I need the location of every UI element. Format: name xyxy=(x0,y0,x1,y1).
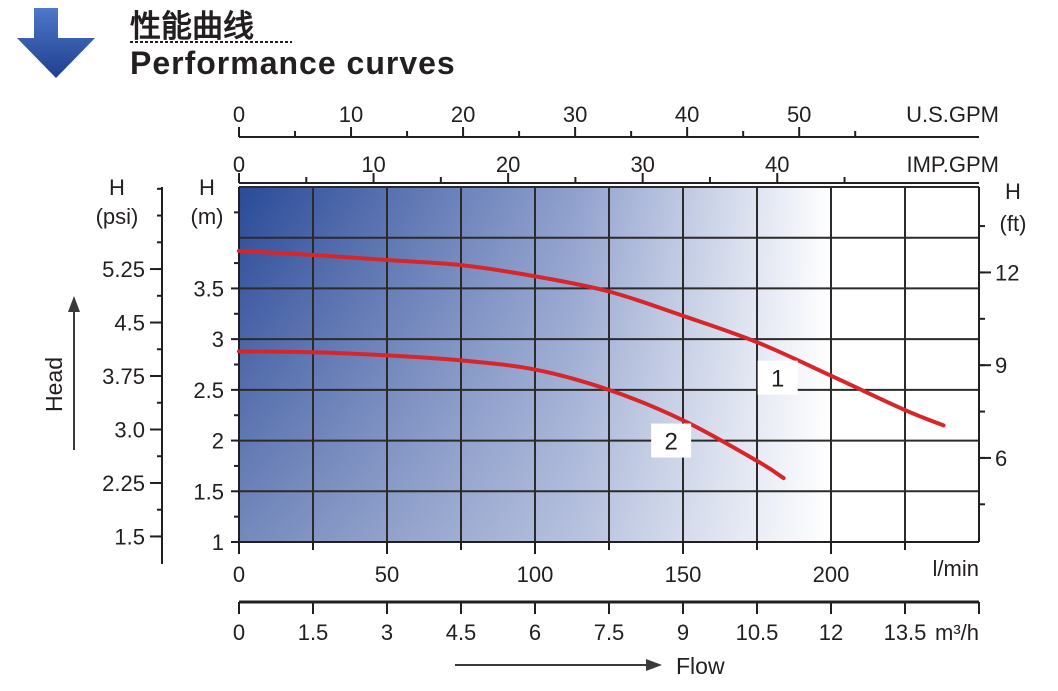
curve-label-box xyxy=(651,423,692,458)
y-m-tick-label: 2 xyxy=(212,429,224,454)
y-psi-tick-label: 5.25 xyxy=(102,257,145,282)
x-m3h-tick-label: 9 xyxy=(677,620,689,645)
y-axis-label: Head xyxy=(41,357,67,412)
curve-labels: 12 xyxy=(651,360,798,458)
x-impgpm-tick-label: 20 xyxy=(496,152,520,177)
y-psi-tick-label: 3.0 xyxy=(114,417,145,442)
y-ft-tick-label: 12 xyxy=(995,260,1019,285)
x-impgpm-unit-label: IMP.GPM xyxy=(906,152,999,177)
x-usgpm-tick-label: 50 xyxy=(787,102,811,127)
y-psi-label-top: H xyxy=(109,175,125,200)
down-arrow-icon xyxy=(17,8,95,78)
y-psi-label-unit: (psi) xyxy=(96,204,139,229)
curve-1 xyxy=(237,248,946,428)
x-m3h-tick-label: 1.5 xyxy=(298,620,329,645)
y-m-tick-label: 3.5 xyxy=(193,276,224,301)
y-m-tick-label: 1.5 xyxy=(193,479,224,504)
x-m3h-unit-label: m³/h xyxy=(935,620,979,645)
curve-label-2: 2 xyxy=(664,429,677,456)
x-lmin-tick-label: 200 xyxy=(813,562,850,587)
x-impgpm-tick-label: 10 xyxy=(361,152,385,177)
y-psi-tick-label: 2.25 xyxy=(102,471,145,496)
y-psi-tick-label: 1.5 xyxy=(114,524,145,549)
title-english: Performance curves xyxy=(130,45,456,81)
x-impgpm-tick-label: 0 xyxy=(233,152,245,177)
x-m3h-tick-label: 4.5 xyxy=(446,620,477,645)
y-m-tick-label: 2.5 xyxy=(193,378,224,403)
x-m3h-tick-label: 10.5 xyxy=(736,620,779,645)
x-m3h-tick-label: 0 xyxy=(233,620,245,645)
x-lmin-tick-label: 150 xyxy=(665,562,702,587)
curve-2 xyxy=(237,349,786,481)
y-m-tick-label: 1 xyxy=(212,530,224,555)
x-impgpm-tick-label: 30 xyxy=(630,152,654,177)
y-psi-tick-label: 4.5 xyxy=(114,311,145,336)
x-usgpm-tick-label: 20 xyxy=(451,102,475,127)
y-ft-label-unit: (ft) xyxy=(1000,211,1027,236)
curve-label-box xyxy=(757,360,798,395)
y-psi-tick-label: 3.75 xyxy=(102,364,145,389)
x-usgpm-tick-label: 40 xyxy=(675,102,699,127)
y-m-tick-label: 3 xyxy=(212,327,224,352)
x-m3h-tick-label: 6 xyxy=(529,620,541,645)
x-usgpm-tick-label: 30 xyxy=(563,102,587,127)
x-m3h-tick-label: 7.5 xyxy=(594,620,625,645)
x-lmin-unit-label: l/min xyxy=(933,556,979,581)
x-usgpm-tick-label: 10 xyxy=(339,102,363,127)
x-lmin-tick-label: 50 xyxy=(375,562,399,587)
x-lmin-tick-label: 0 xyxy=(233,562,245,587)
x-impgpm-tick-label: 40 xyxy=(765,152,789,177)
header: 性能曲线 Performance curves xyxy=(17,8,456,81)
y-m-label-top: H xyxy=(199,175,215,200)
y-ft-tick-label: 6 xyxy=(995,446,1007,471)
x-axis-label: Flow xyxy=(676,653,725,679)
x-lmin-tick-label: 100 xyxy=(517,562,554,587)
y-ft-tick-label: 9 xyxy=(995,353,1007,378)
curves xyxy=(237,248,946,481)
y-ft-label-top: H xyxy=(1005,179,1021,204)
x-m3h-tick-label: 3 xyxy=(381,620,393,645)
title-chinese: 性能曲线 xyxy=(130,9,254,45)
curve-label-1: 1 xyxy=(771,366,784,393)
x-m3h-tick-label: 13.5 xyxy=(884,620,927,645)
x-usgpm-tick-label: 0 xyxy=(233,102,245,127)
x-usgpm-unit-label: U.S.GPM xyxy=(906,102,999,127)
flow-arrowhead-icon xyxy=(646,659,662,671)
axis-titles: Head Flow xyxy=(41,296,725,679)
y-m-label-unit: (m) xyxy=(191,204,224,229)
head-arrowhead-icon xyxy=(68,296,80,312)
x-m3h-tick-label: 12 xyxy=(819,620,843,645)
